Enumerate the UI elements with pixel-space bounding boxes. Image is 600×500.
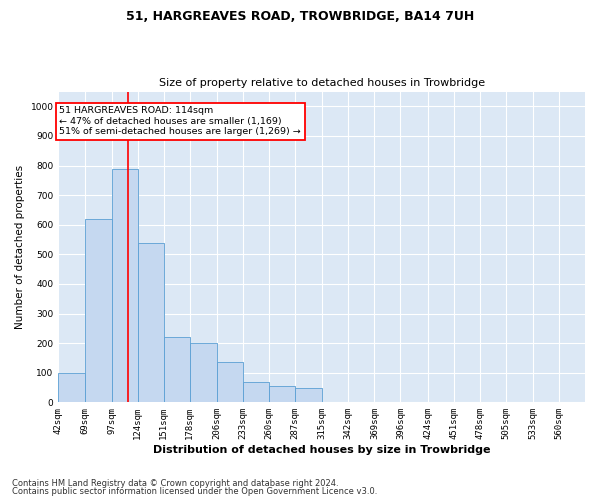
Bar [85, 219, 112, 402]
Bar [269, 386, 295, 402]
X-axis label: Distribution of detached houses by size in Trowbridge: Distribution of detached houses by size … [153, 445, 490, 455]
Text: 51 HARGREAVES ROAD: 114sqm
← 47% of detached houses are smaller (1,169)
51% of s: 51 HARGREAVES ROAD: 114sqm ← 47% of deta… [59, 106, 301, 136]
Bar [217, 362, 243, 403]
Bar [112, 168, 137, 402]
Bar [243, 382, 269, 402]
Text: Contains HM Land Registry data © Crown copyright and database right 2024.: Contains HM Land Registry data © Crown c… [12, 478, 338, 488]
Y-axis label: Number of detached properties: Number of detached properties [15, 165, 25, 329]
Bar [295, 388, 322, 402]
Bar [58, 372, 85, 402]
Bar [190, 343, 217, 402]
Title: Size of property relative to detached houses in Trowbridge: Size of property relative to detached ho… [158, 78, 485, 88]
Bar [164, 337, 190, 402]
Text: 51, HARGREAVES ROAD, TROWBRIDGE, BA14 7UH: 51, HARGREAVES ROAD, TROWBRIDGE, BA14 7U… [126, 10, 474, 23]
Text: Contains public sector information licensed under the Open Government Licence v3: Contains public sector information licen… [12, 487, 377, 496]
Bar [137, 242, 164, 402]
